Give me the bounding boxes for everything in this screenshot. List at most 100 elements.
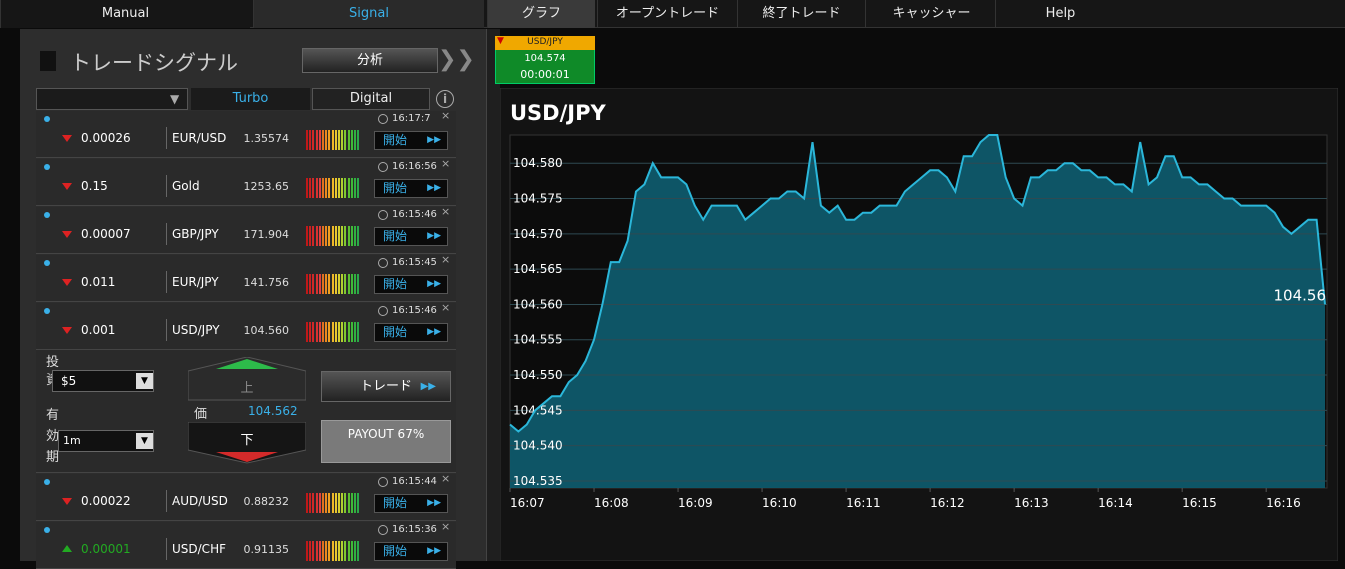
meter-bar bbox=[338, 274, 340, 294]
start-button[interactable]: 開始 ▶▶ bbox=[374, 542, 448, 561]
meter-bar bbox=[315, 541, 318, 561]
start-button[interactable]: 開始 ▶▶ bbox=[374, 275, 448, 294]
ticker-price: 104.574 bbox=[524, 53, 566, 64]
row-time: 16:17:7 bbox=[392, 113, 431, 124]
arrow-icon: ▶▶ bbox=[427, 135, 441, 145]
nav-tab[interactable]: オープントレード bbox=[597, 0, 737, 28]
chart-title: USD/JPY bbox=[510, 101, 606, 125]
nav: Manual Signal グラフ オープントレード 終了トレード キャッシャー Help bbox=[0, 0, 1345, 28]
start-button[interactable]: 開始 ▶▶ bbox=[374, 494, 448, 513]
meter-bar bbox=[347, 541, 350, 561]
y-tick-label: 104.570 bbox=[513, 227, 563, 241]
y-tick-label: 104.580 bbox=[513, 156, 563, 170]
meter-bar bbox=[334, 541, 337, 561]
meter-bar bbox=[322, 274, 324, 294]
close-icon[interactable]: × bbox=[441, 520, 451, 533]
meter-bar bbox=[309, 493, 312, 513]
tab-turbo[interactable]: Turbo bbox=[191, 88, 310, 110]
row-change: 0.011 bbox=[81, 275, 116, 289]
clock-icon bbox=[378, 162, 388, 172]
meter-bar bbox=[338, 493, 340, 513]
meter-bar bbox=[315, 226, 318, 246]
row-symbol: GBP/JPY bbox=[172, 227, 219, 241]
meter-bar bbox=[312, 541, 315, 561]
close-icon[interactable]: × bbox=[441, 109, 451, 122]
meter-bar bbox=[338, 226, 340, 246]
signal-row: 16:17:7 × 0.00026 EUR/USD 1.35574 開始 ▶▶ bbox=[36, 109, 456, 158]
arrow-icon: ▶▶ bbox=[427, 546, 441, 556]
price-line bbox=[509, 134, 1326, 433]
meter-bar bbox=[347, 178, 350, 198]
nav-tab[interactable]: 終了トレード bbox=[737, 0, 865, 28]
close-icon[interactable]: × bbox=[441, 157, 451, 170]
start-button[interactable]: 開始 ▶▶ bbox=[374, 131, 448, 150]
close-icon[interactable]: × bbox=[441, 253, 451, 266]
dropdown[interactable] bbox=[36, 88, 188, 110]
meter-bar bbox=[347, 274, 350, 294]
clock-icon bbox=[378, 210, 388, 220]
meter-bar bbox=[312, 274, 315, 294]
status-dot bbox=[44, 260, 50, 266]
nav-tab[interactable]: Signal bbox=[253, 0, 484, 28]
meter-bar bbox=[325, 493, 328, 513]
meter-bar bbox=[322, 322, 324, 342]
nav-tab[interactable]: キャッシャー bbox=[865, 0, 997, 28]
close-icon[interactable]: × bbox=[441, 205, 451, 218]
trade-label: トレード bbox=[359, 379, 412, 394]
close-icon[interactable]: × bbox=[441, 472, 451, 485]
start-button[interactable]: 開始 ▶▶ bbox=[374, 179, 448, 198]
nav-tab[interactable]: Manual bbox=[0, 0, 250, 28]
meter-bar bbox=[344, 130, 347, 150]
start-button[interactable]: 開始 ▶▶ bbox=[374, 323, 448, 342]
meter-bar bbox=[354, 274, 356, 294]
meter-bar bbox=[328, 130, 331, 150]
row-divider bbox=[166, 127, 167, 149]
nav-tab[interactable]: Help bbox=[995, 0, 1125, 28]
meter-bar bbox=[357, 178, 360, 198]
row-divider bbox=[166, 319, 167, 341]
clock-icon bbox=[378, 258, 388, 268]
start-button[interactable]: 開始 ▶▶ bbox=[374, 227, 448, 246]
meter-bar bbox=[318, 322, 321, 342]
direction-arrow bbox=[62, 327, 72, 334]
invest-select[interactable]: $5 bbox=[52, 370, 154, 392]
meter-bar bbox=[354, 178, 356, 198]
meter-bar bbox=[315, 493, 318, 513]
meter-bar bbox=[322, 493, 324, 513]
down-button[interactable] bbox=[188, 422, 306, 464]
row-time: 16:15:46 bbox=[392, 209, 437, 220]
trade-button[interactable]: トレード ▶▶ bbox=[321, 371, 451, 402]
analyze-button[interactable]: 分析 bbox=[302, 48, 438, 73]
meter-bar bbox=[350, 493, 353, 513]
meter-bar bbox=[344, 178, 347, 198]
clock-icon bbox=[378, 114, 388, 124]
row-price: 104.560 bbox=[243, 324, 290, 337]
select-arrow: ▼ bbox=[136, 433, 153, 449]
ticker-head bbox=[495, 36, 595, 50]
row-change: 0.00001 bbox=[81, 542, 131, 556]
meter-bar bbox=[306, 493, 308, 513]
ticker-arrow: ▼ bbox=[497, 36, 504, 46]
info-icon[interactable]: i bbox=[436, 90, 454, 108]
meter-bar bbox=[309, 322, 312, 342]
meter-bar bbox=[318, 178, 321, 198]
meter-bar bbox=[312, 322, 315, 342]
y-tick-label: 104.550 bbox=[513, 368, 563, 382]
panel-divider bbox=[486, 29, 500, 561]
row-price: 141.756 bbox=[243, 276, 290, 289]
tab-digital[interactable]: Digital bbox=[312, 88, 430, 110]
meter-bar bbox=[318, 226, 321, 246]
up-button[interactable] bbox=[188, 357, 306, 401]
arrow-icon: ▶▶ bbox=[427, 231, 441, 241]
expiry-select[interactable]: 1m bbox=[58, 430, 154, 452]
meter-bar bbox=[341, 541, 344, 561]
trade-form: 投資 $5 ▼ 有効期限 1m ▼ 上 価 104.562 下 トレード▶▶ P… bbox=[36, 350, 456, 473]
meter-bar bbox=[334, 130, 337, 150]
meter-bar bbox=[347, 493, 350, 513]
meter-bar bbox=[344, 541, 347, 561]
meter-bar bbox=[312, 130, 315, 150]
nav-tab[interactable]: グラフ bbox=[487, 0, 595, 28]
meter-bar bbox=[350, 274, 353, 294]
meter-bar bbox=[312, 493, 315, 513]
close-icon[interactable]: × bbox=[441, 301, 451, 314]
